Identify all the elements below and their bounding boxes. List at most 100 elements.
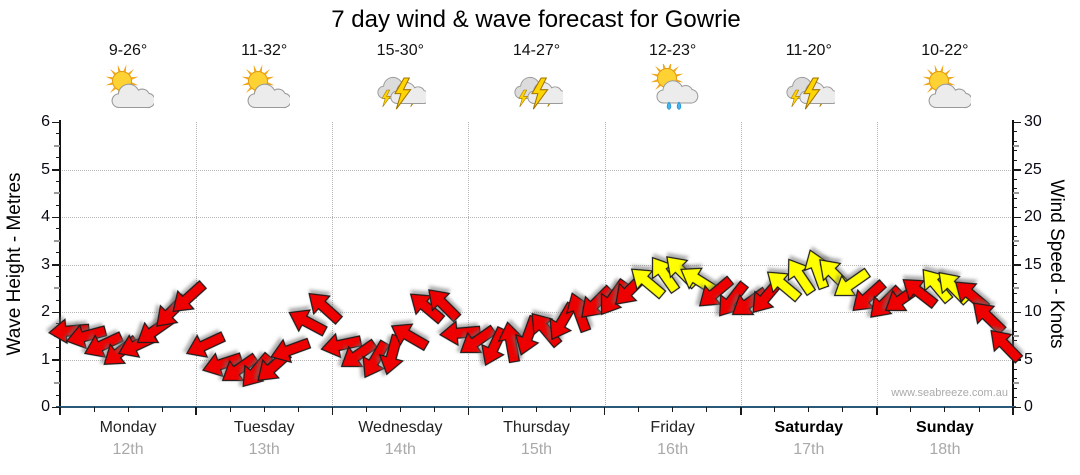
left-minor-tick: [54, 382, 60, 385]
storm-icon: [513, 76, 567, 110]
x-minor-tick: [433, 407, 435, 412]
left-axis-tick-label: 3: [41, 255, 50, 273]
wind-arrow: [680, 267, 719, 296]
x-minor-tick: [638, 407, 640, 412]
x-minor-tick: [93, 407, 95, 412]
weather-icon: [647, 61, 699, 117]
temp-range-label: 11-32°: [241, 42, 288, 59]
wind-arrow: [902, 279, 940, 310]
right-mid-tick: [1013, 144, 1019, 147]
x-major-tick: [603, 407, 606, 415]
left-minor-tick: [56, 204, 60, 206]
left-axis-tick-label: 2: [41, 303, 50, 320]
left-minor-tick: [56, 299, 60, 301]
left-minor-tick: [54, 287, 60, 290]
left-axis-tick-label: 5: [41, 160, 50, 178]
x-minor-tick: [842, 407, 844, 412]
right-minor-tick: [1013, 302, 1017, 303]
wind-arrow: [767, 271, 803, 303]
wind-arrow: [788, 258, 817, 297]
left-minor-tick: [56, 275, 60, 277]
temp-range-label: 11-20°: [785, 42, 832, 59]
sun-cloud-showers-icon: [650, 61, 698, 110]
right-major-tick: [1013, 121, 1021, 123]
day-name-label: Friday: [650, 419, 695, 436]
temp-range-label: 12-23°: [648, 42, 697, 59]
chart-title: 7 day wind & wave forecast for Gowrie: [331, 6, 741, 33]
day-name-label: Saturday: [774, 419, 844, 436]
x-minor-tick: [910, 407, 912, 412]
weather-icon: [511, 64, 567, 117]
weather-icon: [919, 64, 973, 117]
x-major-tick: [59, 407, 61, 415]
right-major-tick: [1013, 216, 1021, 218]
left-minor-tick: [56, 157, 60, 159]
day-date-label: 14th: [384, 441, 416, 458]
right-mid-tick: [1013, 382, 1019, 385]
left-axis-tick-label: 1: [41, 350, 50, 368]
right-minor-tick: [1013, 397, 1017, 398]
wind-arrow: [409, 293, 446, 325]
storm-icon: [377, 76, 431, 110]
right-mid-tick: [1013, 287, 1019, 290]
right-minor-tick: [1013, 254, 1017, 256]
left-major-tick: [52, 121, 60, 123]
weather-icon: [783, 64, 839, 117]
wind-arrow: [171, 279, 207, 312]
day-date-label: 15th: [520, 441, 553, 458]
x-minor-tick: [774, 407, 776, 412]
day-name-label: Monday: [99, 419, 157, 436]
right-axis-tick-label: 15: [1024, 255, 1042, 273]
wind-arrow: [47, 318, 90, 345]
x-major-tick: [467, 407, 470, 415]
right-major-tick: [1013, 169, 1021, 171]
left-axis-tick-label: 6: [41, 113, 50, 130]
x-minor-tick: [399, 407, 401, 412]
day-date-label: 17th: [793, 441, 825, 458]
wind-arrow: [972, 302, 1007, 336]
wind-arrow: [185, 331, 226, 359]
wind-arrow: [731, 286, 770, 315]
day-date-label: 18th: [929, 441, 961, 458]
horizontal-gridline: [60, 312, 1013, 313]
x-minor-tick: [502, 407, 503, 412]
wind-arrow: [288, 308, 328, 337]
left-minor-tick: [54, 192, 60, 195]
left-minor-tick: [56, 228, 60, 230]
weather-icon: [102, 64, 156, 117]
storm-icon: [786, 76, 839, 110]
right-minor-tick: [1013, 340, 1017, 341]
right-axis-tick-label: 30: [1024, 113, 1042, 130]
right-minor-tick: [1013, 197, 1017, 199]
wind-arrow: [699, 275, 735, 307]
x-minor-tick: [672, 407, 674, 412]
wind-arrow: [340, 338, 378, 367]
day-date-label: 12th: [112, 441, 144, 458]
x-minor-tick: [127, 407, 129, 412]
x-major-tick: [331, 407, 333, 415]
x-minor-tick: [808, 407, 810, 412]
left-minor-tick: [54, 239, 60, 242]
right-minor-tick: [1013, 150, 1017, 151]
watermark: www.seabreeze.com.au: [891, 387, 1008, 399]
wind-arrow: [438, 319, 481, 347]
horizontal-gridline: [60, 169, 1013, 171]
wind-arrow: [362, 338, 390, 378]
x-major-tick: [876, 407, 878, 415]
sun-cloud-icon: [922, 64, 973, 109]
horizontal-gridline: [60, 217, 1013, 218]
right-minor-tick: [1013, 131, 1017, 132]
weather-icon: [238, 64, 292, 117]
temp-range-label: 10-22°: [921, 42, 969, 59]
x-minor-tick: [229, 407, 231, 412]
day-name-label: Thursday: [503, 419, 570, 436]
right-axis-tick-label: 25: [1024, 160, 1042, 178]
right-minor-tick: [1013, 226, 1017, 227]
left-minor-tick: [56, 252, 60, 254]
wind-arrow: [834, 267, 872, 297]
x-major-tick: [1012, 407, 1014, 415]
day-name-label: Sunday: [916, 419, 974, 436]
wind-arrow: [497, 321, 524, 364]
wind-arrow: [221, 352, 259, 382]
horizontal-gridline: [60, 264, 1013, 266]
